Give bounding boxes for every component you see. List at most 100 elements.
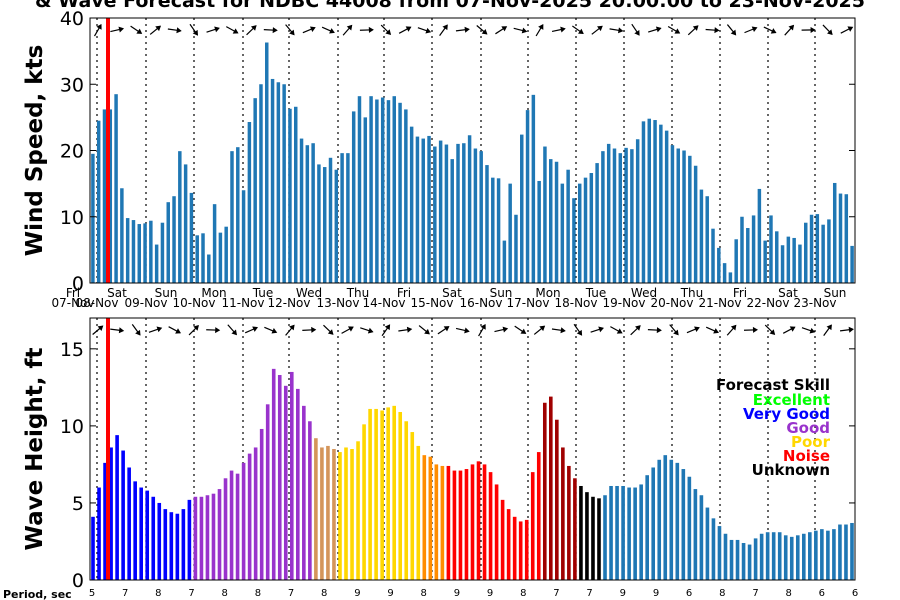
wave-bar bbox=[217, 489, 222, 580]
wind-direction-arrow bbox=[784, 24, 795, 36]
wind-direction-arrow bbox=[801, 26, 816, 33]
wave-direction-arrow bbox=[839, 326, 854, 333]
wave-ylabel: Wave Height, ft bbox=[22, 348, 48, 551]
arrow-head bbox=[289, 29, 295, 36]
arrow-head bbox=[250, 25, 257, 31]
period-value: 8 bbox=[321, 588, 327, 599]
wave-bar bbox=[603, 495, 607, 580]
arrow-head bbox=[176, 27, 182, 34]
wind-bar bbox=[688, 155, 692, 283]
wind-bar bbox=[549, 159, 553, 283]
wave-direction-arrow bbox=[302, 326, 317, 333]
wind-bar bbox=[172, 196, 176, 283]
wave-bar bbox=[506, 509, 511, 580]
day-name-label: Wed bbox=[631, 286, 657, 300]
wave-bar bbox=[573, 478, 577, 580]
wave-bar bbox=[398, 412, 403, 580]
wind-direction-arrow bbox=[342, 24, 353, 36]
wind-bar bbox=[641, 121, 646, 283]
day-name-label: Fri bbox=[397, 286, 411, 300]
wave-bar bbox=[464, 469, 469, 580]
wave-bar bbox=[663, 455, 668, 580]
wind-bar bbox=[543, 146, 547, 283]
wave-bar bbox=[163, 509, 168, 580]
wave-bar bbox=[669, 459, 674, 580]
period-value: 8 bbox=[421, 588, 427, 599]
wave-bar bbox=[302, 405, 306, 580]
wind-direction-arrow bbox=[189, 23, 199, 36]
wave-direction-arrow bbox=[206, 327, 221, 334]
wind-bar bbox=[189, 192, 194, 283]
wave-bar bbox=[326, 445, 330, 580]
wind-bar bbox=[832, 182, 837, 283]
wind-bar bbox=[606, 143, 611, 284]
wave-bar bbox=[844, 524, 848, 580]
period-value: 8 bbox=[222, 588, 228, 599]
wind-bar bbox=[815, 214, 820, 283]
wave-bar bbox=[699, 495, 704, 580]
wave-bar bbox=[145, 490, 150, 580]
wind-direction-arrow bbox=[726, 24, 737, 36]
wind-bar bbox=[444, 144, 449, 283]
wave-bar bbox=[561, 447, 565, 580]
arrow-head bbox=[635, 325, 641, 331]
wind-bar bbox=[328, 157, 333, 283]
wind-bar bbox=[398, 102, 402, 283]
wind-bar bbox=[433, 146, 437, 283]
wind-bar bbox=[247, 122, 252, 283]
wind-bar bbox=[583, 177, 588, 283]
wave-bar bbox=[693, 489, 698, 580]
wind-bar bbox=[525, 110, 530, 283]
period-value: 9 bbox=[454, 588, 460, 599]
day-name-label: Thu bbox=[346, 286, 370, 300]
wind-bar bbox=[259, 84, 263, 283]
wind-bar bbox=[154, 244, 159, 283]
arrow-head bbox=[673, 329, 679, 336]
wave-bar bbox=[404, 421, 409, 580]
wind-bar bbox=[143, 223, 147, 284]
arrow-head bbox=[193, 325, 199, 331]
wave-bar bbox=[344, 447, 348, 580]
wind-bar bbox=[421, 138, 425, 283]
period-value: 7 bbox=[288, 588, 294, 599]
wave-bar bbox=[609, 485, 613, 580]
wind-direction-arrow bbox=[439, 24, 448, 37]
day-name-label: Sun bbox=[490, 286, 513, 300]
wave-direction-arrow bbox=[131, 323, 141, 336]
wave-bar bbox=[229, 470, 234, 580]
wave-direction-arrow bbox=[398, 326, 413, 333]
arrow-head bbox=[327, 329, 334, 335]
date-label: 18-Nov bbox=[554, 296, 597, 310]
day-name-label: Tue bbox=[585, 286, 607, 300]
arrow-head bbox=[192, 29, 199, 36]
legend-item-noise: Noise bbox=[783, 447, 830, 465]
wave-bar bbox=[452, 470, 457, 580]
wave-bar bbox=[681, 469, 686, 580]
wave-direction-arrow bbox=[533, 325, 546, 335]
wind-bar bbox=[514, 214, 518, 283]
period-value: 7 bbox=[752, 588, 758, 599]
wave-direction-arrow bbox=[590, 326, 604, 333]
wind-bar bbox=[757, 188, 762, 283]
wave-bar bbox=[308, 421, 312, 580]
wind-bar bbox=[693, 165, 698, 283]
wind-ytick-label: 30 bbox=[60, 74, 84, 96]
arrow-head bbox=[692, 25, 699, 31]
day-labels: Fri07-NovSat08-NovSun09-NovMon10-NovTue1… bbox=[51, 286, 846, 310]
wave-bar bbox=[717, 526, 722, 580]
day-name-label: Sun bbox=[824, 286, 847, 300]
wind-bar bbox=[241, 190, 246, 283]
wind-bar bbox=[473, 148, 478, 283]
wind-direction-arrow bbox=[110, 26, 125, 33]
arrow-head bbox=[539, 325, 546, 332]
wind-bar bbox=[160, 222, 165, 283]
arrow-head bbox=[135, 329, 141, 336]
wave-direction-arrow bbox=[610, 326, 623, 334]
wave-bar bbox=[832, 529, 836, 580]
wind-bar bbox=[647, 118, 651, 283]
wave-direction-arrow bbox=[148, 326, 163, 333]
wave-bar bbox=[783, 535, 788, 580]
arrow-head bbox=[443, 326, 450, 332]
wind-bar bbox=[612, 148, 617, 283]
arrow-head bbox=[156, 326, 163, 333]
